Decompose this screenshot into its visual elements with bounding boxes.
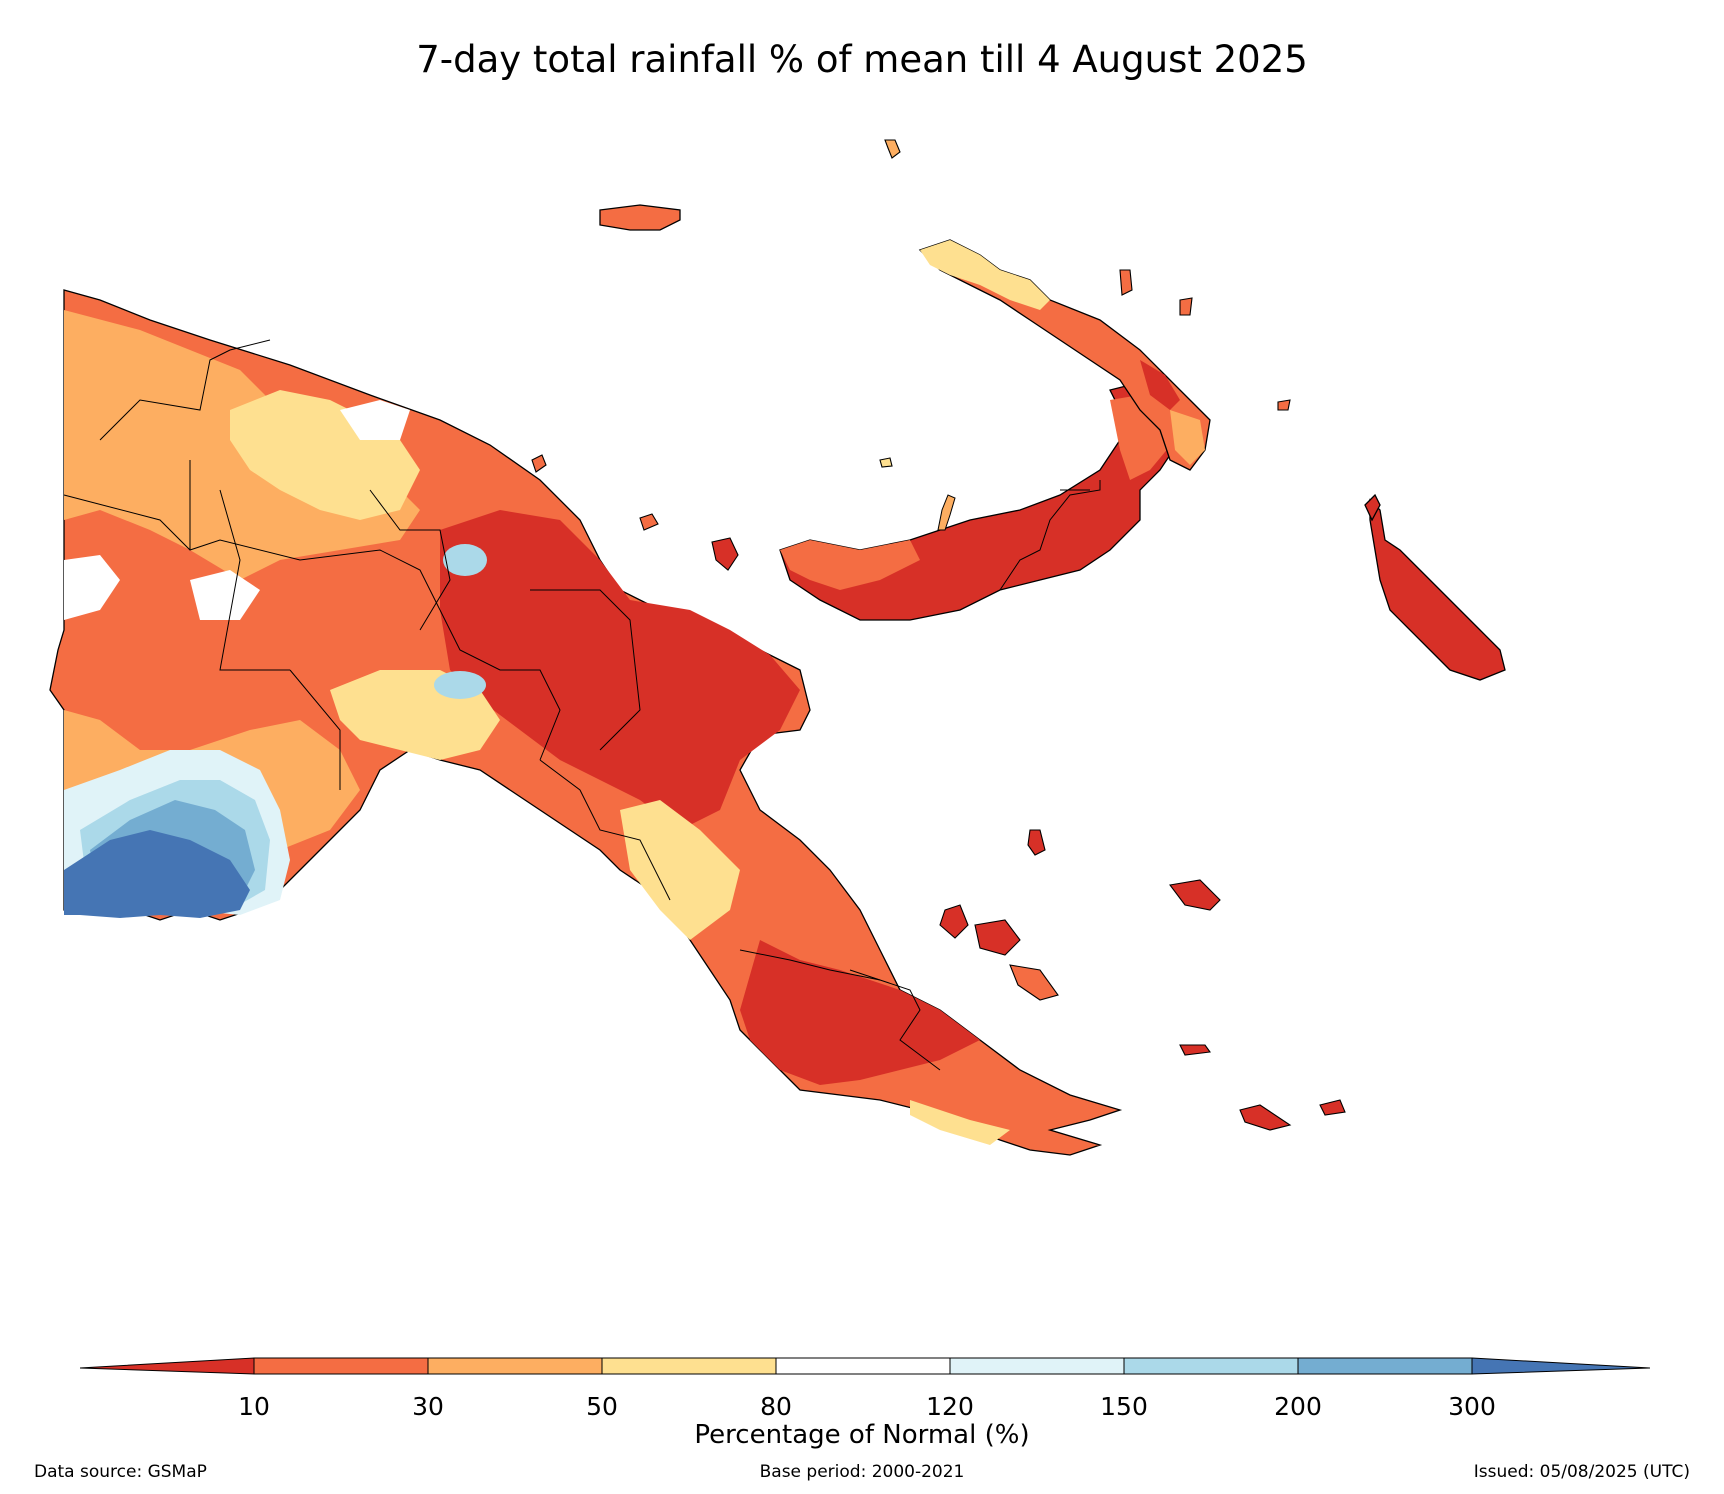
tick-200: 200	[1274, 1392, 1322, 1421]
new-britain-border	[999, 480, 1101, 591]
mainland-png	[49, 289, 1123, 1156]
zone-80-120-mid	[190, 570, 260, 620]
island-goodenough	[939, 904, 969, 939]
new-ireland-south-zone	[1170, 410, 1205, 465]
island-fergusson	[974, 919, 1021, 956]
island-mussau	[884, 139, 901, 159]
tick-30: 30	[412, 1392, 444, 1421]
island-normanby	[1009, 964, 1059, 1001]
new-britain	[779, 384, 1181, 621]
manus-island	[599, 204, 681, 231]
tick-150: 150	[1100, 1392, 1148, 1421]
zone-over300-south	[64, 830, 250, 918]
province-borders	[63, 339, 941, 1071]
bougainville-base	[1369, 498, 1506, 681]
island-misima	[1179, 1044, 1211, 1056]
island-longisland	[639, 513, 659, 531]
zone-80-120-north	[340, 400, 410, 440]
island-trobriand	[1027, 829, 1046, 856]
zone-80-120-west	[64, 555, 120, 620]
colorbar-bin-150-200	[1123, 1357, 1299, 1375]
colorbar-bin-200-300	[1297, 1357, 1473, 1375]
new-ireland	[918, 239, 1211, 471]
tick-120: 120	[926, 1392, 974, 1421]
island-woodlark	[1169, 879, 1221, 911]
colorbar-ticks: 10 30 50 80 120 150 200 300	[80, 1392, 1650, 1422]
map-title: 7-day total rainfall % of mean till 4 Au…	[416, 38, 1308, 81]
island-feni	[1277, 399, 1291, 411]
issued-date: Issued: 05/08/2025 (UTC)	[1473, 1462, 1690, 1482]
colorbar-bin-30-50	[427, 1357, 603, 1375]
island-lihir	[1119, 269, 1133, 296]
island-rossel	[1319, 1099, 1346, 1116]
island-umboi	[711, 537, 739, 571]
zone-150-200-lake	[443, 544, 487, 576]
colorbar-bin-10-30	[253, 1357, 429, 1375]
island-karkar	[531, 454, 547, 473]
data-source: Data source: GSMaP	[34, 1462, 207, 1482]
tick-80: 80	[760, 1392, 792, 1421]
colorbar-label: Percentage of Normal (%)	[694, 1420, 1030, 1450]
tick-10: 10	[238, 1392, 270, 1421]
island-sudest	[1239, 1104, 1292, 1131]
island-tabar	[1179, 297, 1193, 316]
small-islands	[531, 139, 1346, 1131]
colorbar-under-arrow	[80, 1357, 255, 1375]
new-britain-30-zone	[780, 540, 920, 590]
new-ireland-80-zone	[920, 240, 1050, 310]
bougainville	[1364, 493, 1506, 681]
zone-under10-east	[740, 940, 980, 1085]
base-period: Base period: 2000-2021	[759, 1462, 965, 1482]
bougainville-north	[1364, 493, 1381, 522]
rainfall-map	[49, 139, 1506, 1156]
colorbar-bin-120-150	[949, 1357, 1125, 1375]
zone-50-80-tip	[910, 1100, 1010, 1145]
island-duke	[879, 457, 893, 468]
zone-50-80-southeast	[620, 800, 740, 940]
colorbar-over-arrow	[1471, 1357, 1650, 1375]
tick-300: 300	[1448, 1392, 1496, 1421]
colorbar-bin-50-80	[601, 1357, 777, 1375]
colorbar	[80, 1357, 1650, 1375]
tick-50: 50	[586, 1392, 618, 1421]
new-ireland-red-zone	[1140, 360, 1180, 410]
zone-150-200-kikori	[434, 671, 486, 699]
colorbar-bin-80-120	[775, 1357, 951, 1375]
new-britain-willaumez	[937, 494, 956, 531]
